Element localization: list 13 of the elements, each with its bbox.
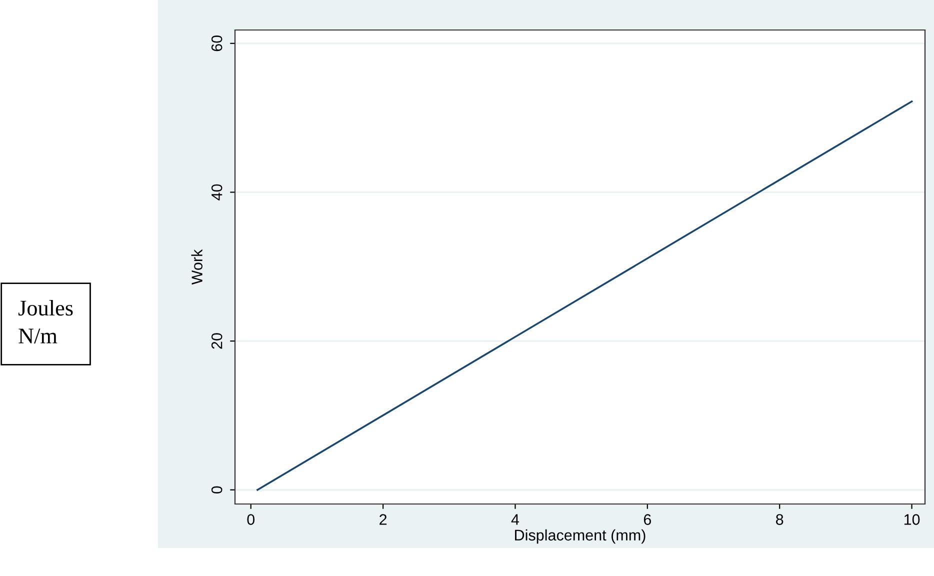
x-tick-label: 8: [776, 514, 784, 525]
y-tick-label: 40: [211, 184, 222, 200]
x-axis-title: Displacement (mm): [515, 529, 646, 544]
x-tick-label: 6: [644, 514, 651, 525]
x-tick-label: 2: [380, 514, 387, 525]
y-tick-label: 0: [211, 486, 222, 494]
y-axis-title: Work: [191, 249, 202, 285]
y-tick-label: 60: [211, 35, 222, 52]
x-tick-label: 4: [511, 514, 520, 525]
text: Joules N/m: [18, 300, 73, 344]
y-tick-label: 20: [211, 333, 222, 349]
x-tick-label: 0: [247, 514, 255, 525]
x-tick-label: 10: [904, 514, 920, 525]
